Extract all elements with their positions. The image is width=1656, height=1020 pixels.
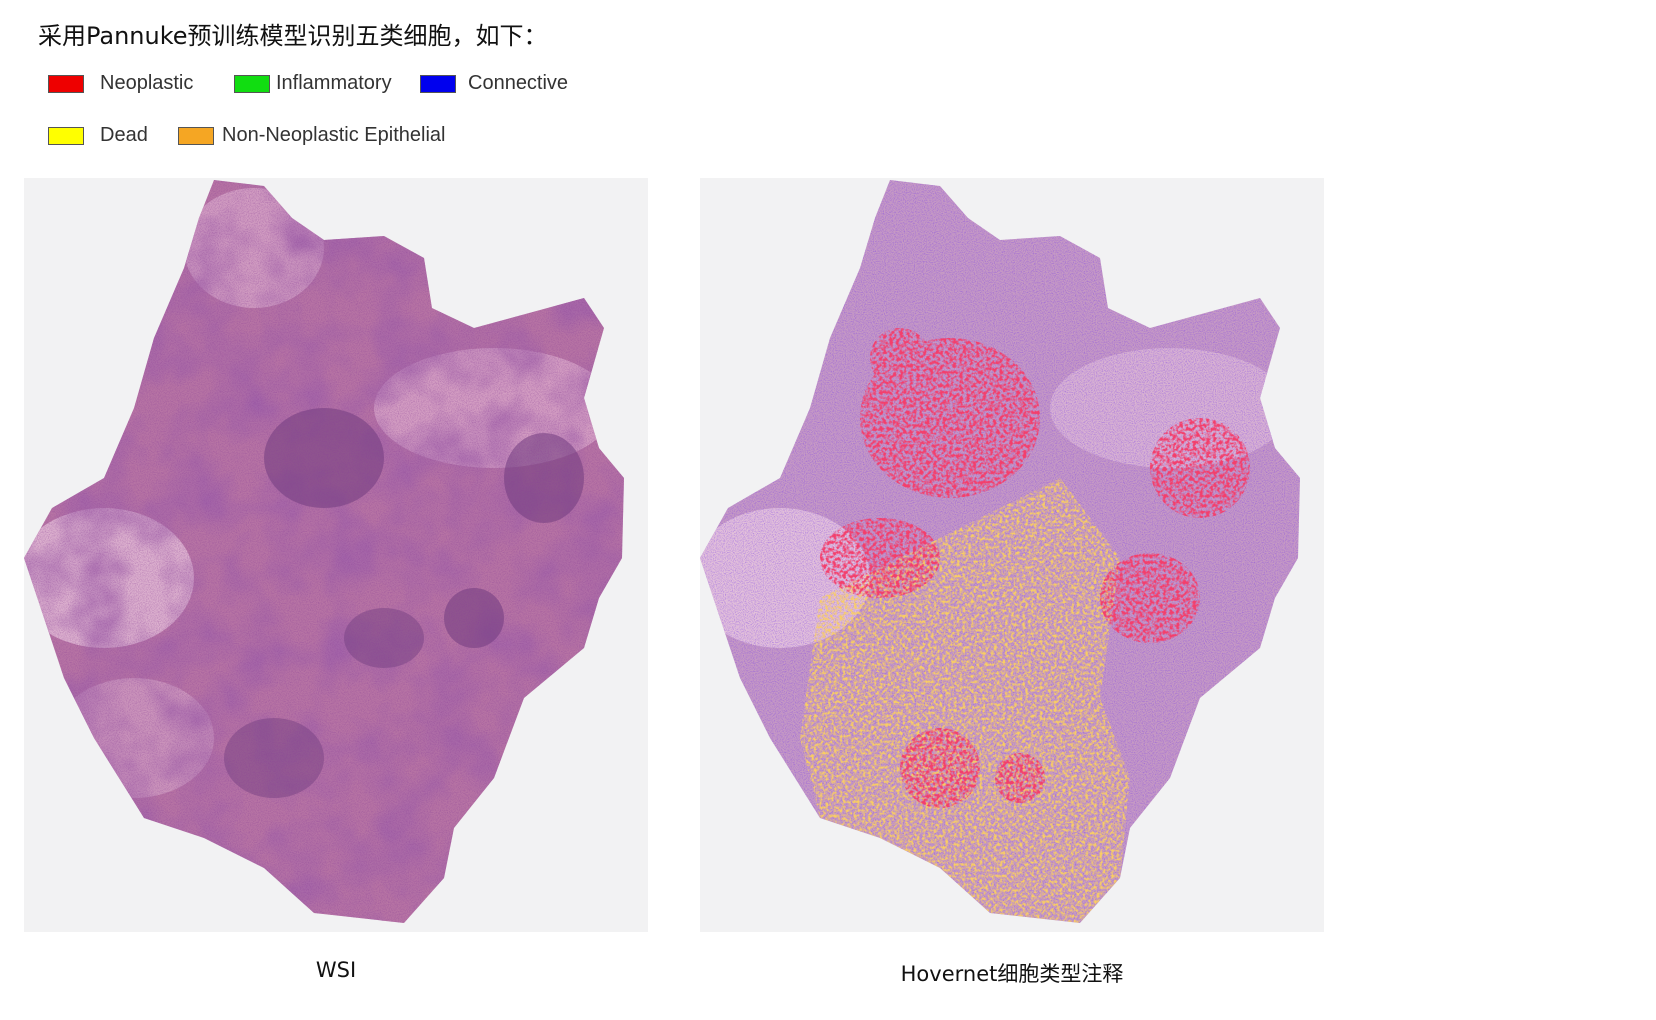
hovernet-caption: Hovernet细胞类型注释 [900, 962, 1124, 986]
legend-item-non-neoplastic-epithelial: Non-Neoplastic Epithelial [178, 124, 445, 147]
legend-swatch-connective [420, 74, 456, 93]
legend-item-connective: Connective [420, 72, 568, 95]
wsi-tissue-image [24, 180, 624, 923]
legend-label-neoplastic: Neoplastic [100, 72, 194, 94]
legend-label-non-neoplastic-epithelial: Non-Neoplastic Epithelial [222, 124, 446, 146]
legend-label-connective: Connective [468, 72, 569, 94]
wsi-image-panel [24, 178, 648, 932]
legend-item-dead: Dead [48, 124, 148, 147]
legend-swatch-inflammatory [234, 74, 270, 93]
legend-item-neoplastic: Neoplastic [48, 72, 193, 95]
page-heading: 采用Pannuke预训练模型识别五类细胞，如下： [38, 22, 548, 50]
legend-swatch-dead [48, 126, 84, 145]
legend-label-inflammatory: Inflammatory [276, 72, 392, 94]
legend-label-dead: Dead [100, 124, 148, 146]
hovernet-annotation-panel [700, 178, 1324, 932]
wsi-caption: WSI [315, 958, 357, 982]
legend-swatch-non-neoplastic-epithelial [178, 126, 214, 145]
legend-item-inflammatory: Inflammatory [234, 72, 392, 95]
legend-swatch-neoplastic [48, 74, 84, 93]
hovernet-annotation-image [700, 180, 1300, 923]
